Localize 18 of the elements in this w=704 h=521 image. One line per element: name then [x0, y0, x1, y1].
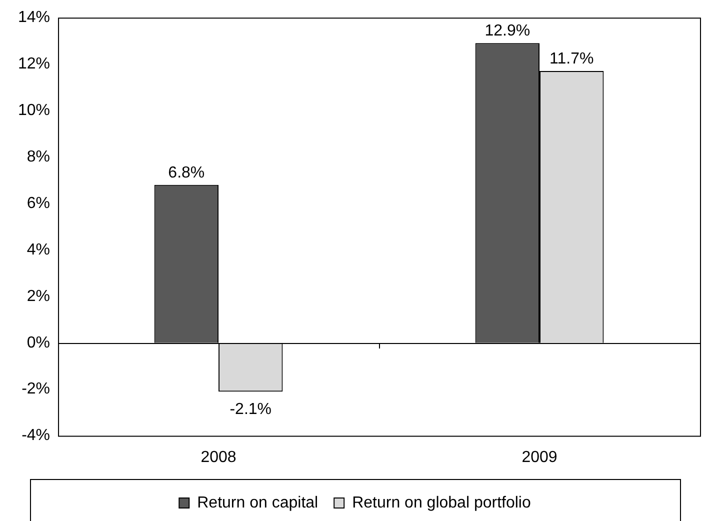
- data-label: 6.8%: [168, 164, 205, 182]
- y-tick-label: -4%: [22, 427, 50, 444]
- x-tick-label: 2008: [200, 448, 236, 466]
- data-label: 11.7%: [550, 50, 594, 68]
- legend-label: Return on global portfolio: [352, 494, 531, 512]
- y-tick-label: 8%: [26, 148, 50, 166]
- y-tick-label: 10%: [18, 102, 50, 119]
- y-tick-label: -2%: [22, 380, 50, 398]
- y-tick-label: 2%: [26, 288, 50, 305]
- y-tick-label: 12%: [18, 55, 50, 72]
- y-tick-label: 4%: [26, 241, 50, 258]
- y-tick-label: 0%: [26, 334, 50, 352]
- legend-label: Return on capital: [197, 494, 318, 512]
- y-tick-label: 6%: [26, 194, 50, 212]
- x-tick-label: 2009: [522, 448, 558, 466]
- y-tick-label: 14%: [18, 9, 50, 26]
- data-label: -2.1%: [230, 401, 272, 418]
- data-label: 12.9%: [484, 22, 530, 40]
